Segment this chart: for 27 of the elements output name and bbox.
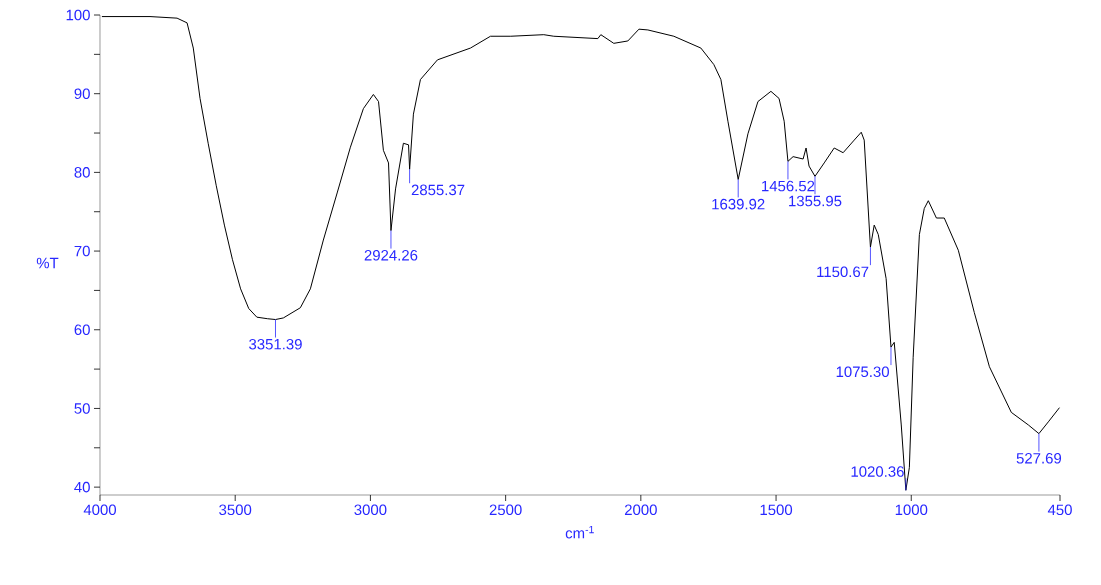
annotation: 1075.30: [836, 366, 889, 378]
annotation: 1639.92: [712, 198, 765, 210]
x-tick-label: 3000: [354, 504, 387, 516]
y-axis-title: %T: [36, 257, 59, 269]
x-tick-label: 450: [1047, 504, 1072, 516]
annotation: 1020.36: [851, 466, 904, 477]
y-tick-label: 60: [74, 324, 90, 336]
annotation: 1355.95: [789, 195, 842, 207]
x-axis-title: cm$^{-1}$: [565, 525, 594, 539]
y-tick-label: 80: [74, 167, 90, 178]
annotation: 2855.37: [411, 184, 465, 196]
x-tick-label: 2500: [489, 504, 522, 516]
y-tick-label: 40: [74, 481, 90, 493]
x-tick-label: 1000: [895, 504, 928, 516]
annotation: 1150.67: [817, 266, 869, 278]
annotation: 527.69: [1016, 453, 1062, 464]
x-tick-label: 4000: [83, 504, 117, 516]
y-tick-label: 50: [74, 403, 90, 414]
y-tick-label: 90: [74, 88, 90, 99]
annotation: 2924.26: [364, 250, 418, 261]
x-tick-label: 2000: [624, 504, 657, 516]
annotation: 3351.39: [249, 338, 302, 350]
y-tick-label: 100: [66, 9, 90, 21]
y-tick-label: 70: [74, 245, 90, 257]
annotation: 1456.52: [762, 180, 815, 192]
x-tick-label: 3500: [219, 504, 252, 516]
x-tick-label: 1500: [760, 504, 793, 516]
